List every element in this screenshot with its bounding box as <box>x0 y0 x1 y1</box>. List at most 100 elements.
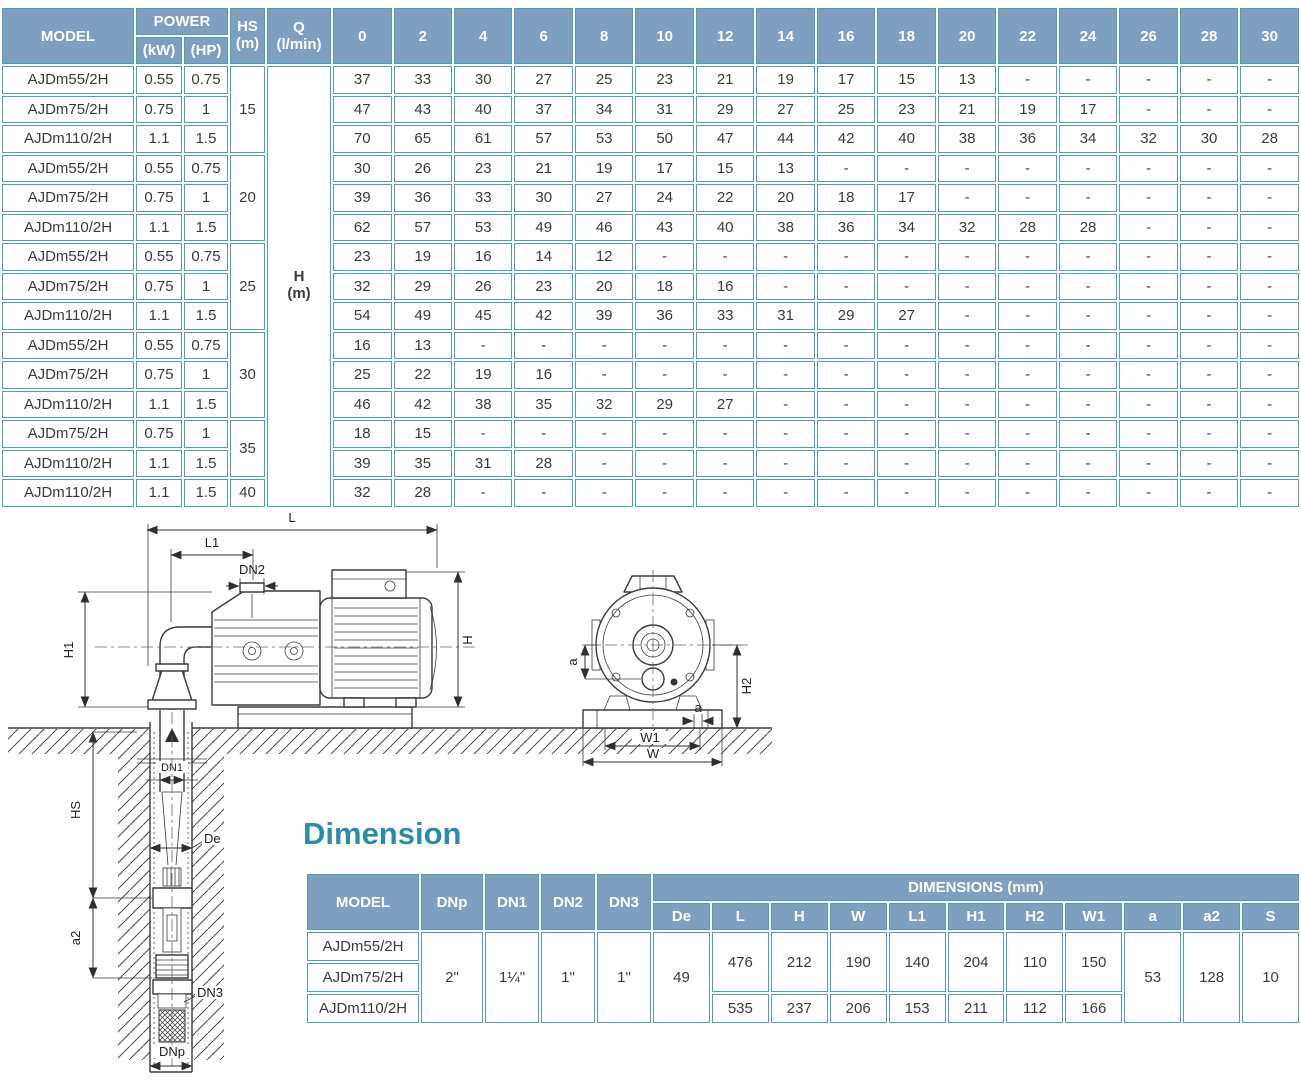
head-value-cell: - <box>937 420 997 448</box>
flow-column-header: 20 <box>937 8 997 64</box>
perf-row: AJDm75/2H 0.75 1 47 43 40 37 34 31 29 27 25 23 21 19 17… <box>2 95 1299 123</box>
perf-row: AJDm110/2H 1.1 1.5 40 32 28- - - - - - - - - - - - - - <box>2 479 1299 507</box>
kw-cell: 0.55 <box>136 66 182 94</box>
head-value-cell: - <box>635 361 694 389</box>
head-value-cell: - <box>998 302 1057 330</box>
head-value-cell: - <box>1179 154 1239 182</box>
perf-row: AJDm55/2H 0.55 0.75 15 H (m) 37 33 30 27 25 23 21 19… <box>2 66 1299 507</box>
head-value-cell: - <box>1240 479 1299 507</box>
hs-group-cell: 40 <box>230 479 266 507</box>
head-value-cell: - <box>514 331 573 359</box>
hp-cell: 1.5 <box>184 479 229 507</box>
hp-cell: 1 <box>184 420 229 448</box>
head-value-cell: 28 <box>1240 125 1299 153</box>
head-value-cell: 13 <box>393 331 452 359</box>
head-value-cell: 16 <box>453 243 513 271</box>
kw-cell: 0.55 <box>136 154 182 182</box>
head-value-cell: 28 <box>1058 213 1118 241</box>
head-value-cell: 40 <box>453 95 513 123</box>
w-value-cell: 206 <box>829 994 887 1023</box>
side-view-dimensions: L L1 DN2 H1 H <box>61 510 475 708</box>
head-value-cell: - <box>937 302 997 330</box>
perf-header-row-2: (kW) (HP) <box>2 37 1299 64</box>
head-value-cell: - <box>1240 95 1299 123</box>
model-column-header: MODEL <box>2 8 134 64</box>
kw-cell: 0.55 <box>136 331 182 359</box>
dim-row-ajdm55: AJDm55/2H 2" 1¼" 1" 1" 49 476 212 190 14… <box>307 932 1299 1023</box>
hs-group-cell: 30 <box>230 331 266 418</box>
head-value-cell: - <box>877 331 936 359</box>
perf-row: AJDm55/2H 0.55 0.75 30 16 13- - - - - - - - - - - - - - <box>2 331 1299 418</box>
head-value-cell: 29 <box>816 302 876 330</box>
head-value-cell: - <box>695 331 755 359</box>
head-value-cell: 27 <box>756 95 815 123</box>
flow-column-header: 28 <box>1179 8 1239 64</box>
head-value-cell: 28 <box>393 479 452 507</box>
dim-label-w1: W1 <box>640 730 660 745</box>
head-value-cell: 19 <box>574 154 634 182</box>
kw-cell: 1.1 <box>136 302 182 330</box>
head-value-cell: - <box>1058 390 1118 418</box>
head-value-cell: 37 <box>514 95 573 123</box>
head-value-cell: 24 <box>635 184 694 212</box>
model-cell: AJDm75/2H <box>2 95 134 123</box>
head-value-cell: 25 <box>333 361 392 389</box>
h-value-cell: 212 <box>770 932 828 992</box>
head-value-cell: 15 <box>695 154 755 182</box>
hp-cell: 1 <box>184 184 229 212</box>
hs-group-cell: 25 <box>230 243 266 330</box>
dim-label-de: De <box>204 831 221 846</box>
head-value-cell: - <box>1119 420 1178 448</box>
dim-header-row-2: De L H W L1 H1 H2 W1 a a2 S <box>307 903 1299 930</box>
head-value-cell: - <box>1119 95 1178 123</box>
head-value-cell: - <box>1179 449 1239 477</box>
hp-column-header: (HP) <box>184 37 229 64</box>
perf-row: AJDm110/2H 1.1 1.5 62 57 53 49 46 43 40 38 36 34 32 28… <box>2 213 1299 241</box>
head-value-cell: - <box>877 272 936 300</box>
perf-row: AJDm75/2H 0.75 1 25 22 19 16- - - - - - - - - - - - <box>2 361 1299 389</box>
dim-label-l1: L1 <box>205 535 219 550</box>
dim-sub-s: S <box>1242 903 1299 930</box>
head-value-cell: - <box>1119 390 1178 418</box>
head-value-cell: 17 <box>1058 95 1118 123</box>
dim-row-ajdm110: AJDm110/2H 535 237 206 153 211 112 166 <box>307 994 1299 1023</box>
head-value-cell: 70 <box>333 125 392 153</box>
perf-row: AJDm110/2H 1.1 1.5 54 49 45 42 39 36 33 31 29 27- - - -… <box>2 302 1299 330</box>
perf-row: AJDm75/2H 0.75 1 32 29 26 23 20 18 16- - - - - - - - - <box>2 272 1299 300</box>
model-cell: AJDm110/2H <box>2 213 134 241</box>
head-value-cell: - <box>1119 272 1178 300</box>
kw-cell: 1.1 <box>136 479 182 507</box>
perf-row: AJDm55/2H 0.55 0.75 25 23 19 16 14 12- - - - - - - - - - - <box>2 243 1299 330</box>
kw-cell: 1.1 <box>136 125 182 153</box>
head-value-cell: 15 <box>393 420 452 448</box>
head-value-cell: - <box>1058 272 1118 300</box>
kw-cell: 1.1 <box>136 213 182 241</box>
head-value-cell: - <box>816 420 876 448</box>
head-value-cell: 16 <box>333 331 392 359</box>
head-value-cell: - <box>877 361 936 389</box>
head-value-cell: - <box>1119 302 1178 330</box>
head-value-cell: 32 <box>937 213 997 241</box>
dim-model-header: MODEL <box>307 874 419 930</box>
dim-label-w: W <box>647 746 660 761</box>
head-value-cell: - <box>756 479 815 507</box>
head-value-cell: - <box>816 331 876 359</box>
hp-cell: 1 <box>184 272 229 300</box>
head-value-cell: 35 <box>393 449 452 477</box>
flow-column-header: 26 <box>1119 8 1178 64</box>
head-value-cell: - <box>1119 361 1178 389</box>
model-cell: AJDm55/2H <box>2 66 134 94</box>
head-value-cell: 17 <box>816 66 876 94</box>
dim-label-hs: HS <box>68 801 83 819</box>
head-value-cell: - <box>998 331 1057 359</box>
head-value-cell: - <box>1179 243 1239 271</box>
head-value-cell: 27 <box>574 184 634 212</box>
pump-side-view <box>95 569 478 729</box>
head-value-cell: 26 <box>453 272 513 300</box>
head-value-cell: 39 <box>333 184 392 212</box>
head-value-cell: - <box>998 479 1057 507</box>
flow-column-header: 12 <box>695 8 755 64</box>
head-value-cell: 29 <box>635 390 694 418</box>
perf-row: AJDm110/2H 1.1 1.5 46 42 38 35 32 29 27- - - - - - - - - <box>2 390 1299 418</box>
head-value-cell: 28 <box>514 449 573 477</box>
